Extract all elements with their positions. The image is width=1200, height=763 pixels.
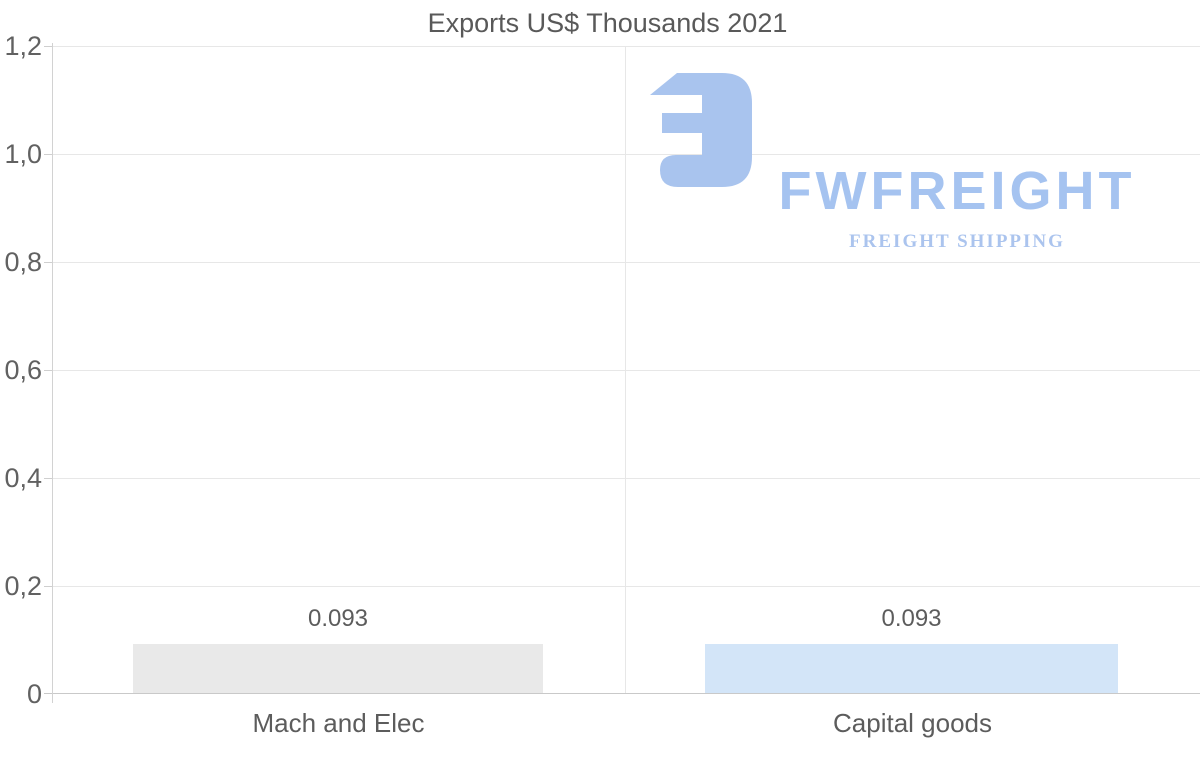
fwfreight-tagline-text: FREIGHT SHIPPING [849,231,1065,252]
y-tick-label: 1,2 [4,31,42,61]
gridline-vertical [625,46,626,694]
y-tick-label: 0 [26,679,42,709]
gridline [52,154,1200,155]
y-axis-line [52,43,53,703]
gridline [52,262,1200,263]
y-tick-mark [44,370,52,371]
y-tick-mark [44,586,52,587]
x-category-label: Capital goods [833,708,992,738]
bar-capital-goods [705,644,1118,694]
fwfreight-watermark: FWFREIGHT FREIGHT SHIPPING [650,73,1150,252]
fwfreight-logo-icon [650,73,752,187]
bar-value-label: 0.093 [307,605,369,632]
y-tick-label: 0,8 [4,247,42,277]
bar-mach-and-elec [133,644,543,694]
y-tick-mark [44,262,52,263]
y-tick-label: 0,6 [4,355,42,385]
chart-title: Exports US$ Thousands 2021 [427,8,788,38]
y-tick-mark [44,46,52,47]
y-tick-label: 0,4 [4,463,42,493]
gridline [52,586,1200,587]
gridline [52,478,1200,479]
bar-value-label: 0.093 [881,605,942,632]
y-tick-mark [44,478,52,479]
plot-area [44,43,1200,703]
gridline [52,46,1200,47]
x-category-label: Mach and Elec [252,708,425,738]
gridline [52,370,1200,371]
y-tick-label: 0,2 [4,571,42,601]
x-axis-line [44,693,1200,694]
y-tick-mark [44,154,52,155]
y-tick-label: 1,0 [4,139,42,169]
fwfreight-brand-text: FWFREIGHT [778,161,1136,221]
